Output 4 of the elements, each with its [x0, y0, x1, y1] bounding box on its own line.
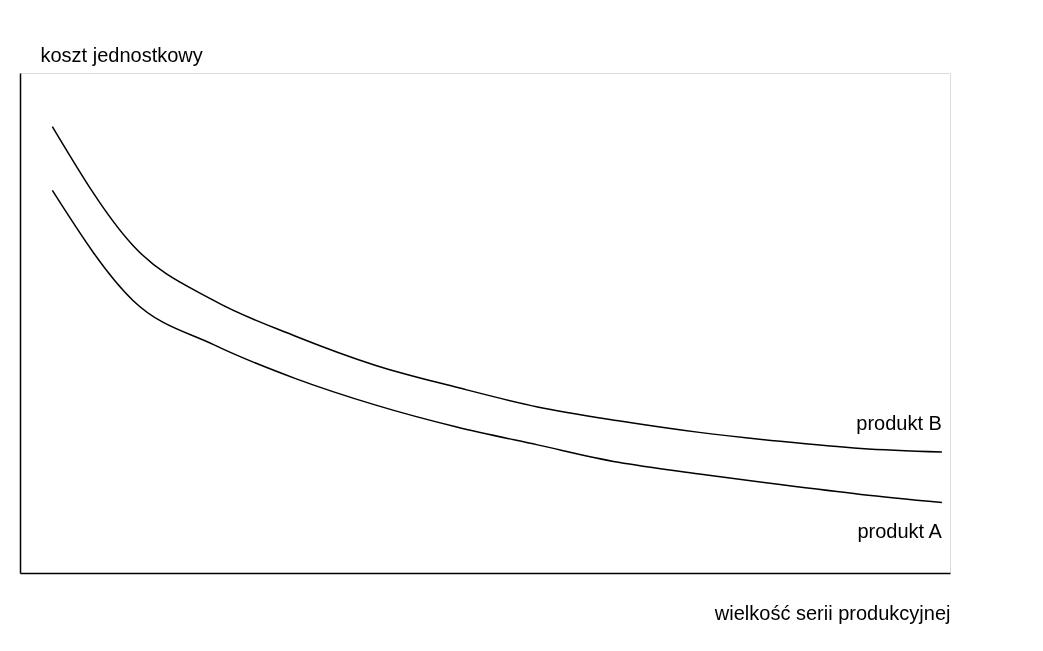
series-label: produkt A — [857, 520, 943, 543]
y-axis-title: koszt jednostkowy — [40, 43, 203, 66]
x-axis-title: wielkość serii produkcyjnej — [713, 601, 951, 624]
series-label: produkt B — [856, 412, 942, 435]
